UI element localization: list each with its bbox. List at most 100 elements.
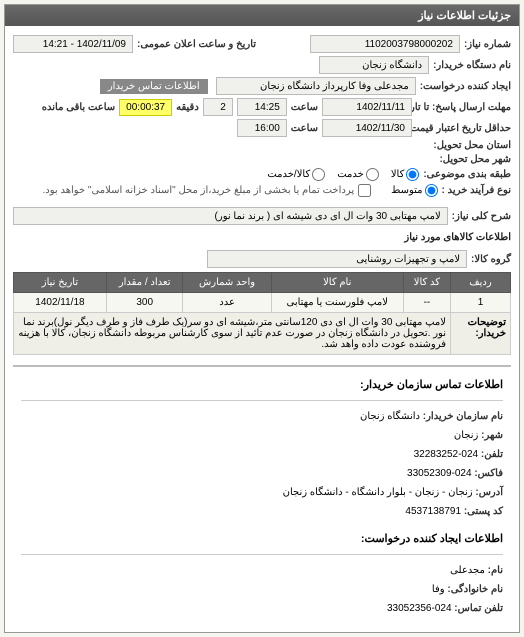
valid-label: حداقل تاریخ اعتبار قیمت: تا تاریخ: bbox=[416, 123, 511, 134]
treasury-check-row: پرداخت تمام یا بخشی از مبلغ خرید،از محل … bbox=[43, 184, 372, 197]
contact-addr-label: آدرس: bbox=[475, 487, 503, 498]
contact-buyer-button[interactable]: اطلاعات تماس خریدار bbox=[100, 79, 208, 94]
goods-table: ردیف کد کالا نام کالا واحد شمارش تعداد /… bbox=[13, 272, 511, 355]
creator-name-label: نام: bbox=[488, 565, 503, 576]
treasury-check-label: پرداخت تمام یا بخشی از مبلغ خرید،از محل … bbox=[43, 185, 355, 196]
contact-org-label: نام سازمان خریدار: bbox=[423, 411, 503, 422]
contact-fax: 33052309-024 bbox=[407, 464, 472, 483]
desc-label-cell: توضیحات خریدار: bbox=[451, 313, 511, 355]
contact-city: زنجان bbox=[454, 430, 478, 441]
row-valid: حداقل تاریخ اعتبار قیمت: تا تاریخ: 1402/… bbox=[13, 119, 511, 137]
contact-org-line: نام سازمان خریدار: دانشگاه زنجان bbox=[21, 407, 503, 426]
pub-dt-label: تاریخ و ساعت اعلان عمومی: bbox=[137, 39, 256, 50]
req-no-label: شماره نیاز: bbox=[464, 39, 511, 50]
contact-phone: 32283252-024 bbox=[414, 445, 479, 464]
radio-goods-service-label[interactable]: کالا/خدمت bbox=[267, 168, 325, 181]
th-qty: تعداد / مقدار bbox=[106, 273, 183, 293]
remaining-timer: 00:00:37 bbox=[119, 99, 172, 116]
row-org: نام دستگاه خریدار: دانشگاه زنجان bbox=[13, 56, 511, 74]
contact-title: اطلاعات تماس سازمان خریدار: bbox=[21, 375, 503, 401]
radio-mid[interactable] bbox=[425, 184, 438, 197]
org-label: نام دستگاه خریدار: bbox=[433, 60, 511, 71]
th-index: ردیف bbox=[451, 273, 511, 293]
creator-family-line: نام خانوادگی: وفا bbox=[21, 580, 503, 599]
radio-mid-text: متوسط bbox=[391, 185, 422, 196]
row-deliver-city: شهر محل تحویل: bbox=[13, 154, 511, 165]
contact-postal-label: کد پستی: bbox=[464, 506, 503, 517]
radio-goods-service[interactable] bbox=[312, 168, 325, 181]
details-panel: جزئیات اطلاعات نیاز شماره نیاز: 11020037… bbox=[4, 4, 520, 633]
form-area: شماره نیاز: 1102003798000202 تاریخ و ساع… bbox=[5, 26, 519, 632]
remaining-label: ساعت باقی مانده bbox=[42, 102, 115, 113]
pub-dt-value: 1402/11/09 - 14:21 bbox=[13, 35, 133, 53]
radio-goods-service-text: کالا/خدمت bbox=[267, 169, 310, 180]
time-label-2: ساعت bbox=[291, 123, 318, 134]
contact-fax-line: فاکس: 33052309-024 bbox=[21, 464, 503, 483]
deadline-label: مهلت ارسال پاسخ: تا تاریخ: bbox=[416, 102, 511, 113]
goods-section-header: اطلاعات کالاهای مورد نیاز bbox=[13, 228, 511, 247]
group-label: گروه کالا: bbox=[471, 254, 511, 265]
valid-time: 16:00 bbox=[237, 119, 287, 137]
contact-phone-label: تلفن: bbox=[481, 449, 503, 460]
radio-service-text: خدمت bbox=[337, 169, 364, 180]
treasury-checkbox[interactable] bbox=[358, 184, 371, 197]
cell-qty: 300 bbox=[106, 293, 183, 313]
req-no-value: 1102003798000202 bbox=[310, 35, 460, 53]
panel-title: جزئیات اطلاعات نیاز bbox=[5, 5, 519, 26]
row-deliver-state: استان محل تحویل: bbox=[13, 140, 511, 151]
contact-block: اطلاعات تماس سازمان خریدار: نام سازمان خ… bbox=[13, 365, 511, 626]
radio-service[interactable] bbox=[366, 168, 379, 181]
cell-code: -- bbox=[403, 293, 450, 313]
contact-postal-line: کد پستی: 4537138791 bbox=[21, 502, 503, 521]
th-unit: واحد شمارش bbox=[183, 273, 271, 293]
contact-org: دانشگاه زنجان bbox=[360, 411, 420, 422]
process-label: نوع فرآیند خرید : bbox=[442, 185, 511, 196]
group-value: لامپ و تجهیزات روشنایی bbox=[207, 250, 467, 268]
row-group: گروه کالا: لامپ و تجهیزات روشنایی bbox=[13, 250, 511, 268]
time-label-1: ساعت bbox=[291, 102, 318, 113]
summary-value: لامپ مهتابی 30 وات ال ای دی شیشه ای ( بر… bbox=[13, 207, 448, 225]
org-value: دانشگاه زنجان bbox=[319, 56, 429, 74]
contact-city-label: شهر: bbox=[481, 430, 503, 441]
process-radio-group: متوسط bbox=[391, 184, 437, 197]
contact-city-line: شهر: زنجان bbox=[21, 426, 503, 445]
contact-postal: 4537138791 bbox=[405, 502, 461, 521]
desc-value-cell: لامپ مهتابی 30 وات ال ای دی 120سانتی متر… bbox=[14, 313, 451, 355]
row-req-no: شماره نیاز: 1102003798000202 تاریخ و ساع… bbox=[13, 35, 511, 53]
radio-goods[interactable] bbox=[406, 168, 419, 181]
row-summary: شرح کلی نیاز: لامپ مهتابی 30 وات ال ای د… bbox=[13, 207, 511, 225]
deadline-time: 14:25 bbox=[237, 98, 287, 116]
category-label: طبقه بندی موضوعی: bbox=[423, 169, 511, 180]
creator-title: اطلاعات ایجاد کننده درخواست: bbox=[21, 529, 503, 555]
radio-goods-label[interactable]: کالا bbox=[391, 168, 420, 181]
th-code: کد کالا bbox=[403, 273, 450, 293]
minute-value: 2 bbox=[203, 98, 233, 116]
deliver-state-label: استان محل تحویل: bbox=[433, 140, 511, 151]
creator-tel-line: تلفن تماس: 33052356-024 bbox=[21, 599, 503, 618]
deliver-city-label: شهر محل تحویل: bbox=[439, 154, 511, 165]
row-category: طبقه بندی موضوعی: کالا خدمت کالا/خدمت bbox=[13, 168, 511, 181]
row-deadline: مهلت ارسال پاسخ: تا تاریخ: 1402/11/11 سا… bbox=[13, 98, 511, 116]
creator-family: وفا bbox=[432, 584, 445, 595]
radio-goods-text: کالا bbox=[391, 169, 405, 180]
table-header-row: ردیف کد کالا نام کالا واحد شمارش تعداد /… bbox=[14, 273, 511, 293]
cell-index: 1 bbox=[451, 293, 511, 313]
cell-unit: عدد bbox=[183, 293, 271, 313]
deadline-date: 1402/11/11 bbox=[322, 98, 412, 116]
contact-phone-line: تلفن: 32283252-024 bbox=[21, 445, 503, 464]
contact-addr: زنجان - زنجان - بلوار دانشگاه - دانشگاه … bbox=[283, 487, 473, 498]
radio-service-label[interactable]: خدمت bbox=[337, 168, 379, 181]
minute-label: دقیقه bbox=[176, 102, 199, 113]
creator-tel: 33052356-024 bbox=[387, 599, 452, 618]
row-creator: ایجاد کننده درخواست: مجدعلی وفا کارپرداز… bbox=[13, 77, 511, 95]
cell-date: 1402/11/18 bbox=[14, 293, 107, 313]
row-process: نوع فرآیند خرید : متوسط پرداخت تمام یا ب… bbox=[13, 184, 511, 197]
cell-name: لامپ فلورسنت یا مهتابی bbox=[271, 293, 403, 313]
creator-name-line: نام: مجدعلی bbox=[21, 561, 503, 580]
table-row: 1 -- لامپ فلورسنت یا مهتابی عدد 300 1402… bbox=[14, 293, 511, 313]
radio-mid-label[interactable]: متوسط bbox=[391, 184, 437, 197]
contact-fax-label: فاکس: bbox=[474, 468, 503, 479]
valid-date: 1402/11/30 bbox=[322, 119, 412, 137]
th-name: نام کالا bbox=[271, 273, 403, 293]
contact-addr-line: آدرس: زنجان - زنجان - بلوار دانشگاه - دا… bbox=[21, 483, 503, 502]
